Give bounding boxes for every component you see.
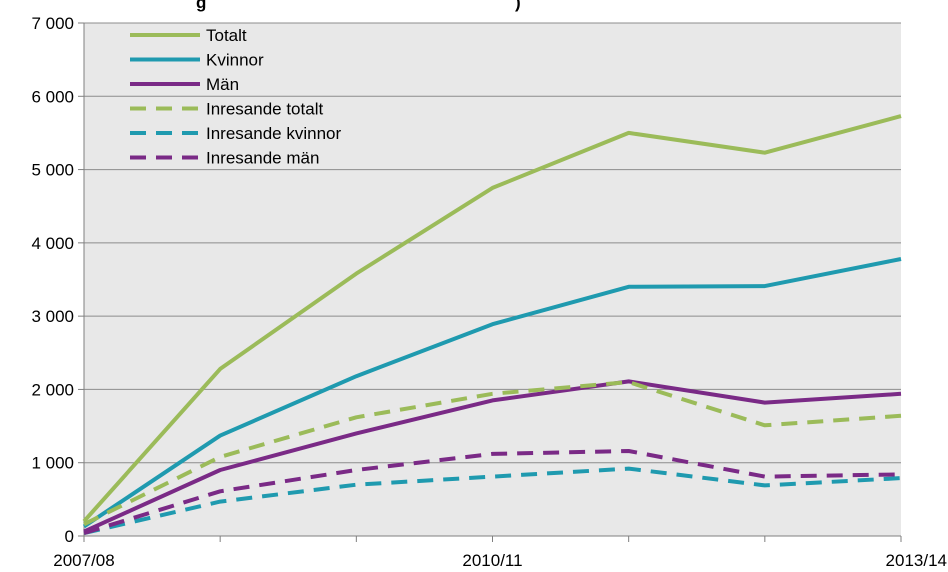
series-line-kvinnor [82, 257, 902, 529]
series-line-inresande-kvinnor [83, 466, 902, 536]
y-tick-label: 2 000 [31, 380, 74, 399]
series-line-inresande-totalt [83, 380, 902, 527]
legend: Totalt Kvinnor Män Inresande totalt Inresand… [130, 26, 341, 168]
x-tick-label: 2010/11 [462, 551, 522, 570]
series-line-inresande-m-n [83, 449, 902, 536]
legend-label: Kvinnor [206, 51, 264, 70]
series-lines [82, 114, 902, 536]
legend-label: Inresande kvinnor [206, 124, 341, 143]
y-tick-label: 5 000 [31, 161, 74, 180]
plot-background [84, 23, 901, 536]
legend-label: Inresande totalt [206, 100, 323, 119]
title-fragment-right: ) [515, 0, 521, 12]
x-axis-tick-labels: 2007/08 2010/11 2013/14 [53, 551, 947, 570]
y-tick-label: 4 000 [31, 234, 74, 253]
y-axis-tick-labels: 0 1 000 2 000 3 000 4 000 5 000 6 000 7 000 [31, 14, 74, 546]
series-line-totalt [82, 114, 902, 523]
y-tick-label: 3 000 [31, 307, 74, 326]
x-tick-label: 2013/14 [886, 551, 947, 570]
legend-label: Inresande män [206, 149, 319, 168]
series-line-m-n [83, 379, 902, 534]
legend-label: Totalt [206, 26, 247, 45]
gridlines [78, 22, 902, 542]
y-tick-label: 6 000 [31, 87, 74, 106]
y-tick-label: 7 000 [31, 14, 74, 33]
legend-label: Män [206, 75, 239, 94]
x-tick-label: 2007/08 [53, 551, 114, 570]
y-tick-label: 0 [65, 527, 74, 546]
y-tick-label: 1 000 [31, 454, 74, 473]
title-fragment-left: g [196, 0, 206, 12]
